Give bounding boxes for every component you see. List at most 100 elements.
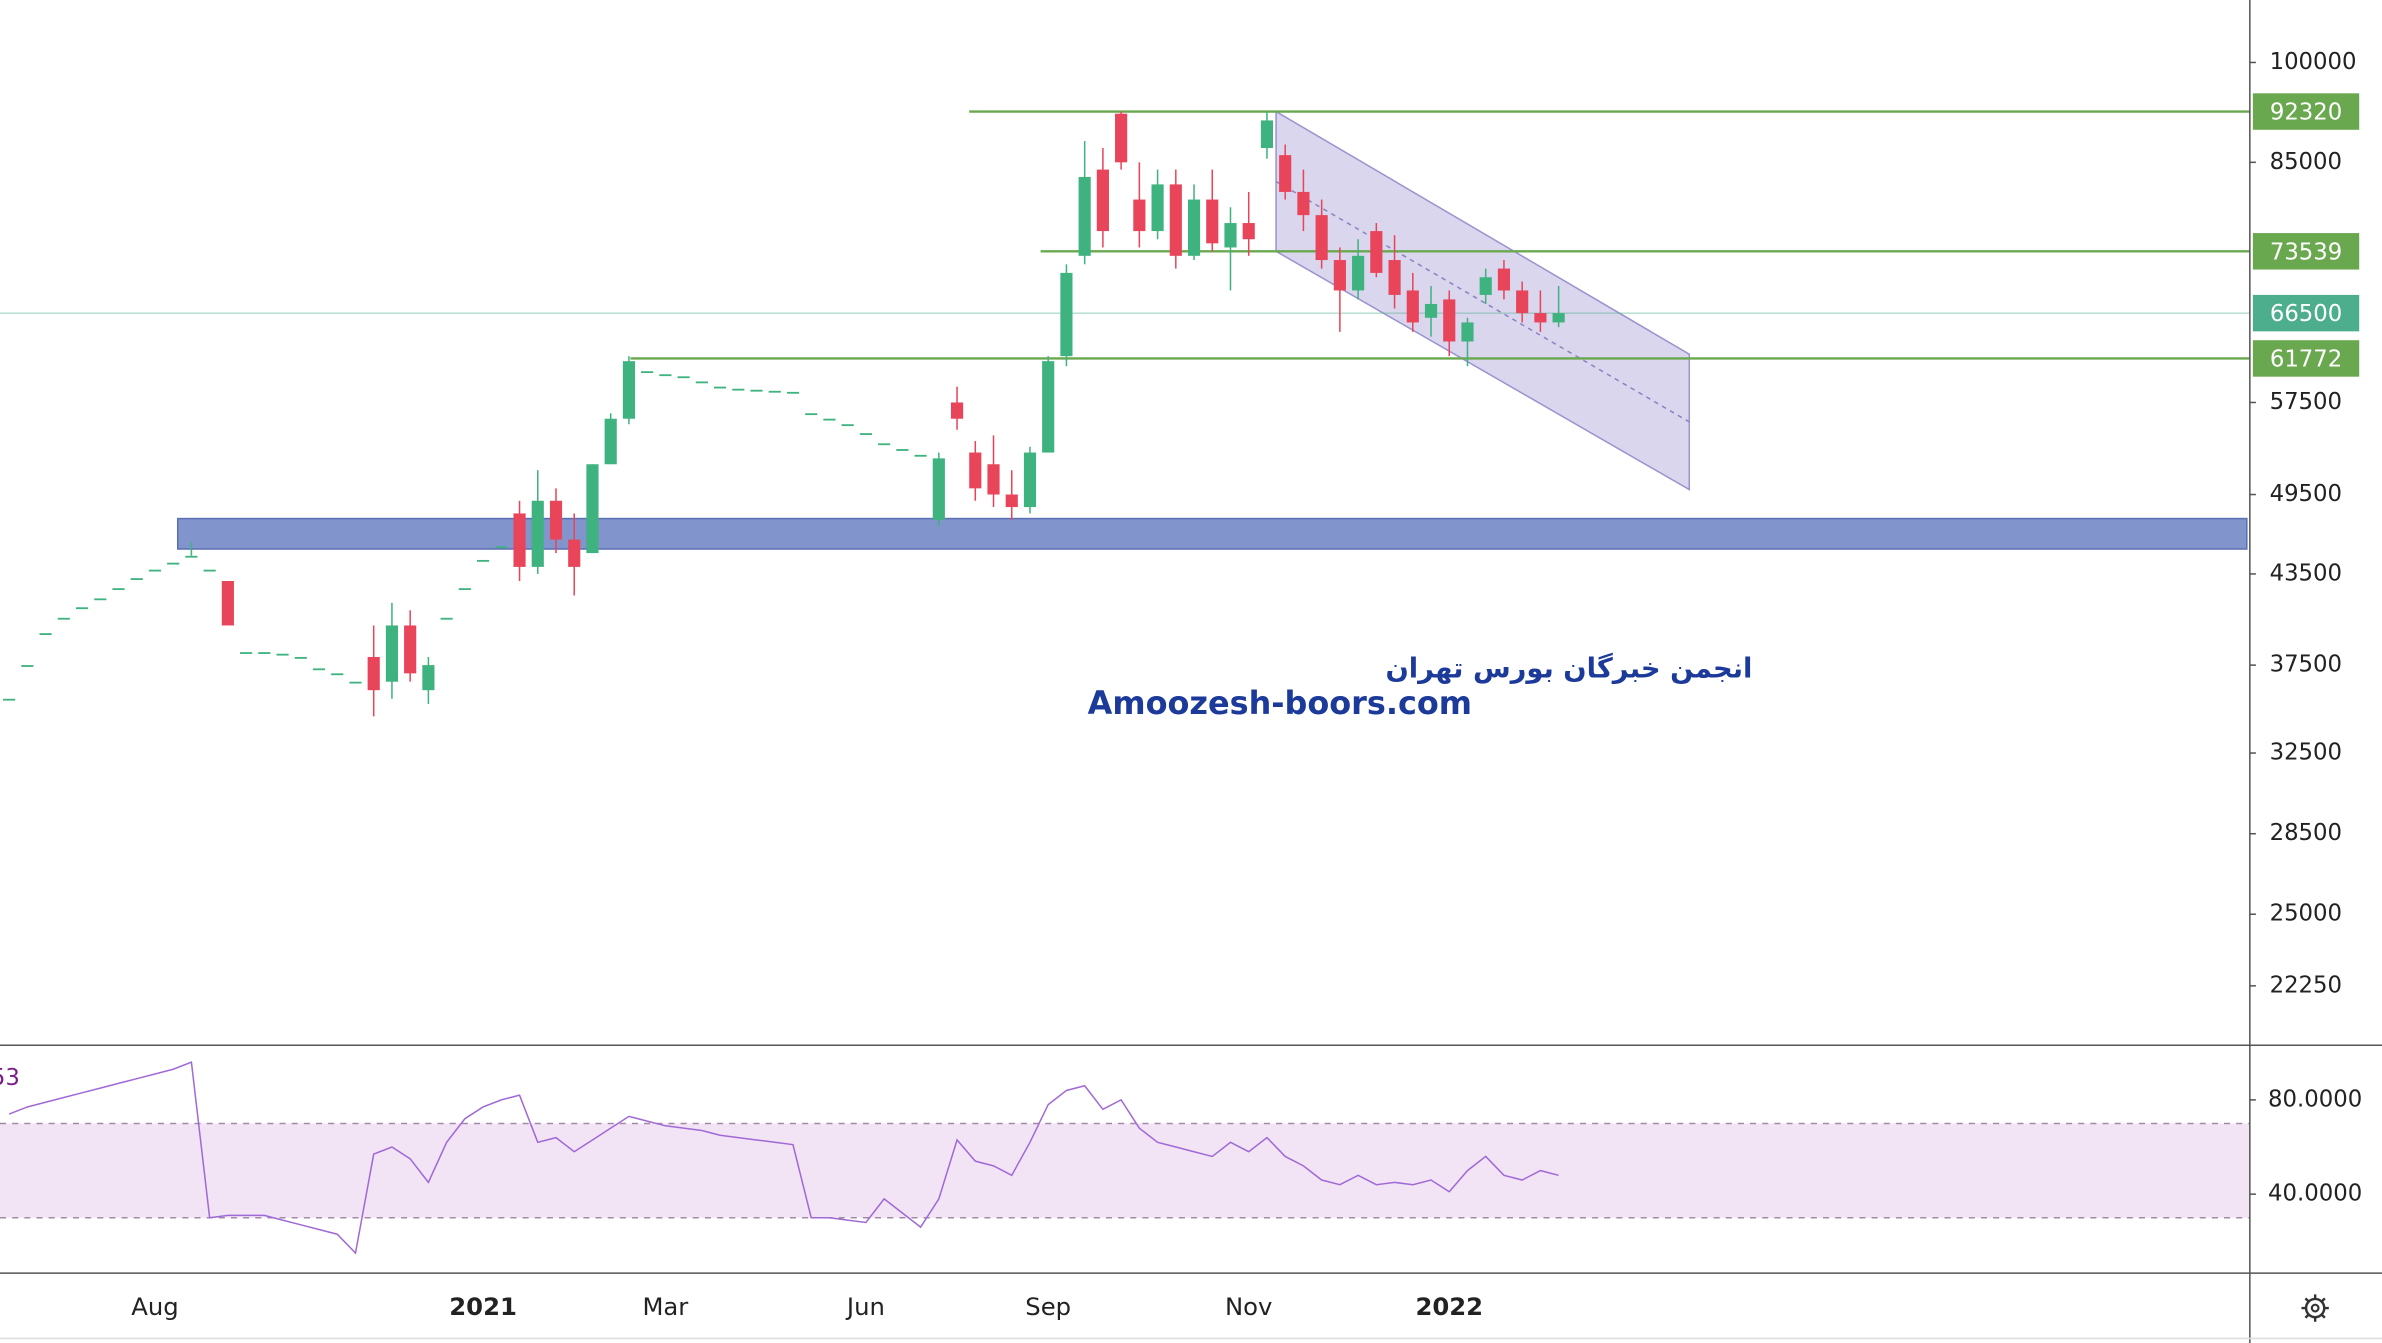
candle-body [549,500,563,540]
y-tick-label: 25000 [2270,901,2342,927]
candle-body [1424,303,1438,318]
candle-body [276,653,289,656]
rsi-y-tick-label: 40.0000 [2268,1181,2362,1207]
candle-body [586,464,599,554]
candle-body [1479,277,1492,295]
candle-body [1133,199,1146,232]
candle-body [331,673,344,676]
candle-body [1242,223,1255,240]
candle-body [1279,155,1292,192]
level-label: 61772 [2270,346,2342,372]
rsi-band [0,1123,2250,1218]
level-label-box [2252,340,2360,377]
candle-body [1352,255,1365,291]
candle-body [622,361,635,419]
candle-body [969,452,982,489]
watermark-persian: انجمن خبرگان بورس تهران [1385,652,1752,684]
level-label: 73539 [2270,239,2342,265]
candle-body [1224,223,1237,248]
candle-body [221,581,234,626]
x-tick-label: Jun [845,1292,885,1321]
candle-body [750,389,763,392]
candle-body [458,588,471,591]
rsi-value-label: 53 [0,1065,20,1091]
candle-body [1206,199,1219,244]
candle-body [1023,452,1037,508]
candle-body [75,607,89,610]
candle-body [823,418,836,421]
watermark-site: Amoozesh-boors.com [1088,684,1472,722]
candle-body [477,559,490,562]
candle-body [1315,215,1328,261]
x-tick-label: Sep [1025,1292,1071,1321]
candle-body [112,588,125,591]
candle-body [768,390,781,393]
level-label: 92320 [2270,100,2342,126]
candle-body [1370,231,1383,273]
candle-body [1078,176,1091,256]
candle-body [1388,260,1401,295]
y-tick-label: 37500 [2270,652,2342,678]
candle-body [987,464,1000,495]
candle-body [914,454,927,457]
marks-layer [3,111,1565,1255]
candle-body [1042,361,1055,453]
level-label: 66500 [2270,301,2342,327]
candle-body [1096,169,1109,232]
candle-body [1534,313,1547,323]
candle-body [258,652,271,654]
candle-body [422,665,435,691]
candle-body [805,413,818,416]
y-tick-label: 85000 [2270,149,2342,175]
candle-body [1516,290,1529,314]
candle-body [1260,120,1274,149]
candle-body [513,513,526,567]
level-label-box [2252,233,2360,270]
candle-body [695,381,708,384]
y-tick-label: 28500 [2270,820,2342,846]
y-tick-label: 100000 [2270,49,2357,75]
level-label-box [2252,93,2360,130]
rsi-line [8,1061,1559,1255]
candle-body [57,617,70,620]
candle-body [130,578,143,580]
candle-body [1297,191,1310,216]
candle-body [1169,184,1182,256]
gear-hub [2310,1303,2320,1313]
y-tick-label: 22250 [2270,972,2342,998]
candle-body [240,652,253,654]
candle-body [950,402,964,419]
candle-body [932,458,945,520]
candle-body [878,443,891,446]
candle-body [1443,299,1456,342]
candle-body [39,633,52,636]
candle-body [1406,290,1419,323]
x-tick-label: Nov [1225,1292,1272,1321]
candle-body [677,376,690,379]
candle-body [1151,184,1164,232]
candle-body [786,391,800,394]
settings-gear[interactable] [2301,1294,2329,1322]
candle-body [841,424,854,427]
rsi-y-tick-label: 80.0000 [2268,1086,2362,1112]
level-label-box [2252,294,2360,332]
candle-body [1461,322,1474,342]
candle-body [94,598,107,601]
support-zone [176,517,2248,550]
candle-body [1060,272,1073,357]
y-tick-label: 32500 [2270,740,2342,766]
candle-body [1187,199,1201,256]
candle-body [604,418,617,465]
candle-body [1552,313,1565,323]
candle-body [367,656,380,691]
candle-body [21,665,34,667]
y-tick-label: 43500 [2270,560,2342,586]
back-layer [0,110,2250,1219]
candle-body [440,617,453,620]
candle-body [1005,494,1018,508]
y-tick-label: 57500 [2270,389,2342,415]
y-tick-label: 49500 [2270,481,2342,507]
